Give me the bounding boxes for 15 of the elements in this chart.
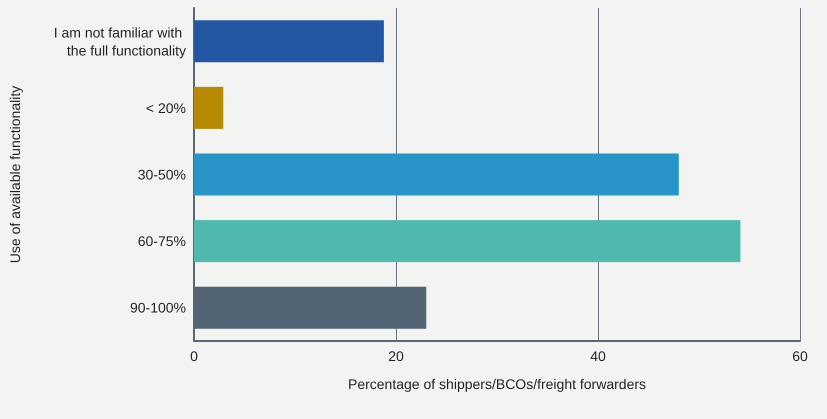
x-tick-label: 60 bbox=[792, 348, 808, 364]
bar bbox=[194, 86, 224, 129]
bar bbox=[194, 20, 384, 62]
x-tick-label: 20 bbox=[388, 348, 404, 364]
y-tick-label: < 20% bbox=[146, 100, 186, 116]
y-tick-label: 60-75% bbox=[138, 233, 186, 250]
x-axis-title: Percentage of shippers/BCOs/freight forwarders bbox=[348, 376, 646, 392]
bar bbox=[194, 154, 679, 196]
y-tick-label: I am not familiar with the full functionality bbox=[54, 24, 186, 58]
x-tick-label: 0 bbox=[190, 348, 198, 364]
x-tick-label: 40 bbox=[590, 348, 606, 364]
y-axis-title: Use of available functionality bbox=[7, 86, 23, 264]
y-tick-label: 30-50% bbox=[138, 166, 186, 182]
y-tick-label: 90-100% bbox=[130, 300, 186, 316]
bar bbox=[194, 220, 740, 262]
